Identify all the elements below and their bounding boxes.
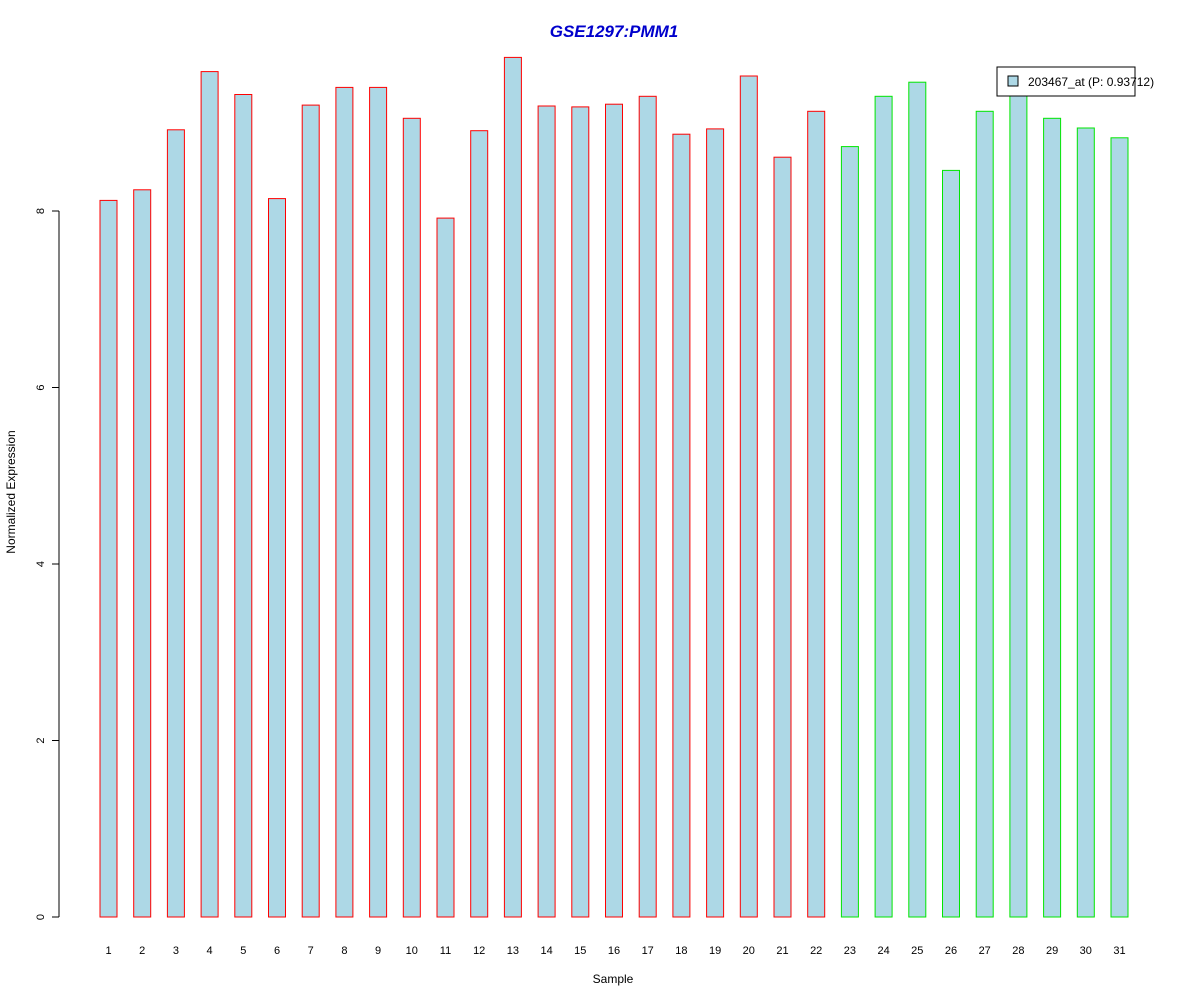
x-tick-label: 3 — [173, 945, 179, 957]
y-tick-label: 2 — [35, 737, 47, 743]
y-tick-label: 4 — [35, 561, 47, 567]
y-tick-label: 8 — [35, 208, 47, 214]
bar-sample-19 — [706, 128, 725, 918]
x-tick-label: 27 — [979, 945, 991, 957]
bar-sample-4 — [200, 71, 219, 918]
x-tick-label: 8 — [341, 945, 347, 957]
bars — [99, 56, 1129, 918]
x-tick-label: 21 — [776, 945, 788, 957]
y-tick-label: 0 — [35, 914, 47, 920]
x-tick-label: 30 — [1080, 945, 1092, 957]
bar-sample-7 — [301, 104, 320, 918]
bar-sample-13 — [503, 56, 522, 918]
bar-sample-1 — [99, 199, 118, 918]
bar-sample-20 — [739, 75, 758, 918]
x-tick-label: 5 — [240, 945, 246, 957]
x-tick-label: 29 — [1046, 945, 1058, 957]
bar-sample-17 — [638, 95, 657, 918]
x-tick-label: 31 — [1113, 945, 1125, 957]
legend-swatch — [1007, 75, 1019, 87]
x-tick-label: 13 — [507, 945, 519, 957]
y-axis-label: Normalized Expression — [4, 430, 18, 553]
x-tick-label: 6 — [274, 945, 280, 957]
x-tick-label: 7 — [308, 945, 314, 957]
bar-sample-5 — [234, 94, 253, 918]
bar-sample-26 — [942, 169, 960, 918]
bar-sample-10 — [402, 117, 421, 918]
bar-sample-25 — [908, 81, 927, 918]
bar-sample-31 — [1110, 137, 1129, 918]
x-tick-label: 25 — [911, 945, 923, 957]
x-tick-label: 15 — [574, 945, 586, 957]
bar-sample-24 — [874, 95, 893, 918]
bar-sample-28 — [1009, 88, 1028, 918]
bar-sample-12 — [470, 130, 489, 918]
x-tick-label: 19 — [709, 945, 721, 957]
bar-sample-27 — [975, 110, 994, 918]
bar-sample-30 — [1076, 127, 1095, 918]
bar-sample-9 — [369, 86, 388, 918]
x-tick-label: 17 — [642, 945, 654, 957]
x-tick-label: 14 — [540, 945, 552, 957]
bar-sample-2 — [133, 189, 152, 918]
x-tick-label: 11 — [440, 945, 451, 957]
bar-sample-18 — [672, 133, 691, 918]
x-tick-label: 23 — [844, 945, 856, 957]
x-tick-labels: 1 2 3 4 5 6 7 8 9 10 11 12 13 14 15 16 17 18 19 20 21 22 23 24 2… — [105, 945, 1125, 957]
bar-sample-3 — [166, 129, 185, 918]
legend: 203467_at (P: 0.93712) — [996, 66, 1154, 97]
y-tick-label: 6 — [35, 384, 47, 390]
x-tick-label: 1 — [105, 945, 111, 957]
bar-sample-29 — [1043, 117, 1062, 918]
x-tick-label: 26 — [945, 945, 957, 957]
bar-sample-23 — [840, 146, 859, 918]
x-tick-label: 2 — [139, 945, 145, 957]
x-tick-label: 18 — [675, 945, 687, 957]
legend-box — [996, 66, 1136, 97]
bar-sample-8 — [335, 86, 354, 918]
bar-sample-21 — [773, 156, 792, 918]
x-tick-label: 20 — [743, 945, 755, 957]
x-tick-label: 12 — [473, 945, 485, 957]
x-tick-label: 9 — [375, 945, 381, 957]
x-tick-label: 16 — [608, 945, 620, 957]
x-tick-label: 4 — [207, 945, 213, 957]
bar-sample-22 — [807, 110, 826, 918]
y-axis: 0 2 4 6 8 — [35, 208, 60, 920]
bar-sample-16 — [605, 103, 623, 918]
x-tick-label: 24 — [877, 945, 889, 957]
bar-sample-14 — [537, 105, 556, 918]
chart-title: GSE1297:PMM1 — [550, 22, 679, 41]
legend-series-label: 203467_at (P: 0.93712) — [1028, 75, 1154, 89]
bar-sample-6 — [268, 198, 286, 918]
x-axis-label: Sample — [593, 972, 634, 986]
bar-sample-15 — [571, 106, 590, 918]
x-tick-label: 22 — [810, 945, 822, 957]
x-tick-label: 28 — [1012, 945, 1024, 957]
x-tick-label: 10 — [406, 945, 418, 957]
bar-sample-11 — [436, 217, 455, 918]
